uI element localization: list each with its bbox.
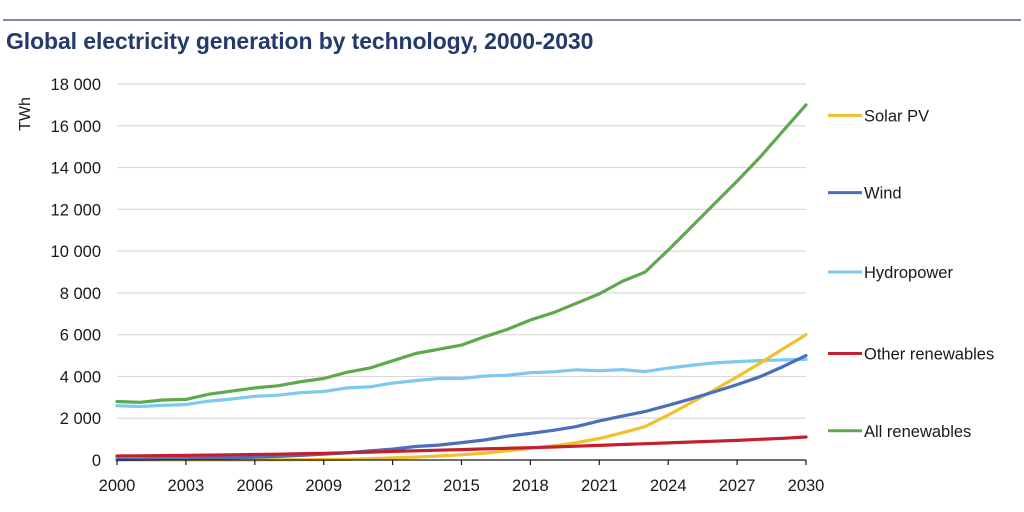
- series-lines: [115, 103, 808, 462]
- x-tick-label: 2000: [99, 477, 136, 495]
- chart-title: Global electricity generation by technol…: [6, 28, 594, 54]
- y-tick-label: 0: [92, 452, 101, 470]
- series-line-wind: [115, 354, 808, 461]
- y-tick-label: 8 000: [60, 285, 101, 303]
- legend-label: Wind: [864, 185, 902, 203]
- x-tick-label: 2012: [374, 477, 411, 495]
- legend-item-other-renewables: Other renewables: [828, 345, 994, 363]
- series-line-other-renewables: [115, 435, 808, 458]
- y-tick-label: 18 000: [51, 76, 101, 94]
- x-tick-label: 2015: [443, 477, 480, 495]
- legend-item-all-renewables: All renewables: [828, 423, 971, 441]
- y-tick-label: 14 000: [51, 160, 101, 178]
- y-tick-label: 16 000: [51, 118, 101, 136]
- x-tick-label: 2021: [581, 477, 618, 495]
- x-tick-label: 2027: [719, 477, 756, 495]
- legend-label: Hydropower: [864, 264, 953, 282]
- top-rule-divider: [3, 19, 1021, 21]
- legend-item-hydropower: Hydropower: [828, 264, 953, 282]
- legend: Solar PV Wind Hydropower Other renewables Al…: [828, 107, 994, 441]
- x-axis: 2000 2003 2006 2009 2012 2015 2018 2021 2024 2027…: [99, 459, 825, 495]
- y-tick-label: 6 000: [60, 327, 101, 345]
- y-tick-label: 4 000: [60, 368, 101, 386]
- series-line-all-renewables: [115, 103, 808, 404]
- y-axis-title: TWh: [17, 97, 34, 131]
- x-tick-label: 2024: [650, 477, 687, 495]
- legend-label: Solar PV: [864, 107, 929, 125]
- y-axis-tick-labels: 0 2 000 4 000 6 000 8 000 10 000 12 000 14 000 1…: [51, 76, 101, 470]
- legend-item-wind: Wind: [828, 185, 902, 203]
- x-tick-label: 2003: [168, 477, 205, 495]
- gridlines: [117, 83, 806, 419]
- legend-label: All renewables: [864, 423, 971, 441]
- y-tick-label: 2 000: [60, 410, 101, 428]
- x-tick-label: 2018: [512, 477, 549, 495]
- y-tick-label: 10 000: [51, 243, 101, 261]
- x-tick-label: 2009: [305, 477, 342, 495]
- legend-label: Other renewables: [864, 345, 994, 363]
- y-tick-label: 12 000: [51, 201, 101, 219]
- series-line-hydropower: [115, 357, 808, 409]
- x-tick-label: 2030: [788, 477, 825, 495]
- x-tick-label: 2006: [236, 477, 273, 495]
- legend-item-solar-pv: Solar PV: [828, 107, 929, 125]
